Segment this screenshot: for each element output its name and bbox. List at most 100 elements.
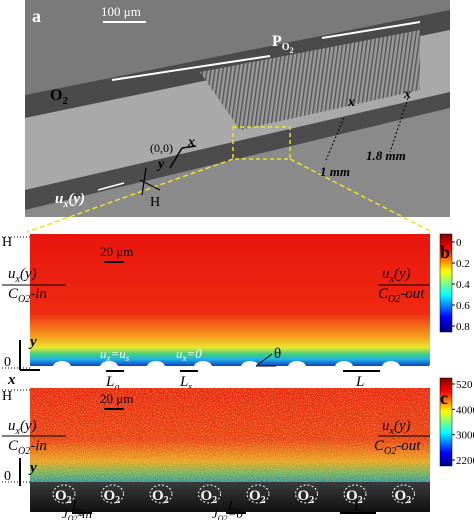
distance-line bbox=[389, 97, 409, 153]
colorbar-label: 520 bbox=[456, 379, 473, 391]
x-axis-label: x bbox=[7, 490, 16, 506]
marker: x bbox=[403, 87, 411, 102]
x-axis-label: x bbox=[187, 135, 195, 150]
slip-label: ux=us bbox=[100, 346, 130, 363]
text-part: 2 bbox=[290, 46, 294, 55]
zero-label: 0 bbox=[4, 469, 11, 484]
text-part: u bbox=[382, 418, 390, 434]
o2-label: O2 bbox=[104, 488, 121, 506]
text-part: -in bbox=[78, 506, 92, 520]
text-part: O2 bbox=[218, 514, 228, 520]
text-part: =0 bbox=[187, 346, 203, 361]
text-part: O bbox=[201, 488, 213, 504]
grating bbox=[200, 30, 420, 130]
bump bbox=[335, 361, 353, 367]
panel-b: 00.20.40.60.8 b 20 μm H 0 ux(y) CO2-in u… bbox=[2, 233, 470, 393]
text-part: P bbox=[272, 33, 282, 50]
colorbar-label: 2200 bbox=[456, 455, 474, 467]
colorbar-label: 0.8 bbox=[456, 321, 470, 333]
upper-surface bbox=[25, 0, 450, 95]
text-part: (y) bbox=[20, 266, 37, 282]
text-part: s bbox=[126, 353, 130, 363]
angle-label: θ bbox=[274, 346, 281, 362]
po2-label: PO2 bbox=[272, 33, 294, 55]
bump bbox=[100, 361, 118, 367]
text-part: 2 bbox=[309, 495, 314, 506]
text-part: x bbox=[15, 274, 21, 285]
bump bbox=[382, 361, 400, 367]
scale-line bbox=[321, 21, 421, 39]
concentration-field bbox=[30, 234, 430, 366]
period-label: L bbox=[353, 499, 362, 514]
colorbar bbox=[439, 377, 453, 467]
scale-line bbox=[111, 55, 271, 81]
bump bbox=[241, 361, 259, 367]
flow-label: ux(y) bbox=[55, 191, 85, 210]
text-part: O bbox=[152, 488, 164, 504]
text-part: (y) bbox=[394, 266, 411, 282]
text-part: O bbox=[395, 488, 407, 504]
text-part: s bbox=[236, 506, 240, 516]
angle-mark bbox=[255, 353, 276, 367]
text-part: O bbox=[282, 42, 290, 53]
y-axis-label: y bbox=[28, 334, 37, 350]
lower-surface bbox=[25, 108, 450, 217]
bubble bbox=[52, 484, 76, 504]
o2-label: O2 bbox=[55, 488, 72, 506]
solid-length-label: Ls bbox=[227, 499, 240, 516]
bump bbox=[53, 361, 71, 367]
o2-label: O2 bbox=[346, 488, 363, 506]
text-part: x bbox=[389, 426, 395, 437]
height-label: H bbox=[2, 235, 12, 250]
bubble bbox=[392, 484, 415, 504]
distance-label: 1 mm bbox=[320, 164, 350, 179]
sem-image: a 100 μm O2 PO2 (0,0) x y x x 1 mm 1.8 m… bbox=[25, 0, 450, 233]
colorbar-label: 0.6 bbox=[456, 300, 470, 312]
text-part: C bbox=[8, 286, 19, 302]
text-part: x bbox=[15, 426, 21, 437]
text-part: =u bbox=[111, 346, 127, 361]
scale-label: 20 μm bbox=[100, 391, 133, 406]
bubble bbox=[101, 484, 124, 504]
conc-out-label: CO2-out bbox=[374, 438, 421, 457]
text-part: O2 bbox=[18, 294, 30, 305]
panel-label: c bbox=[440, 388, 448, 408]
upper-wall bbox=[25, 10, 450, 118]
text-part: u bbox=[55, 191, 63, 207]
gas-length-label: Lg bbox=[105, 374, 119, 393]
text-part: L bbox=[179, 374, 188, 390]
bubble bbox=[246, 484, 270, 504]
period-label: L bbox=[355, 374, 364, 390]
distance-label: 1.8 mm bbox=[366, 148, 406, 163]
o2-label: O2 bbox=[249, 488, 266, 506]
y-axis-label: y bbox=[156, 157, 165, 172]
panel-label: b bbox=[440, 242, 450, 262]
text-part: g bbox=[80, 506, 85, 516]
bubble bbox=[295, 484, 318, 504]
text-part: =0 bbox=[228, 506, 244, 520]
text-part: C bbox=[374, 438, 385, 454]
flow-in-label: ux(y) bbox=[8, 418, 37, 437]
text-part: O2 bbox=[18, 446, 30, 457]
colorbar-label: 3000 bbox=[456, 430, 474, 442]
text-part: u bbox=[100, 346, 107, 361]
bump bbox=[288, 361, 306, 367]
o2-label: O2 bbox=[50, 87, 68, 107]
text-part: u bbox=[8, 266, 16, 282]
text-part: x bbox=[182, 353, 187, 363]
bubble bbox=[198, 484, 221, 504]
text-part: 2 bbox=[261, 495, 266, 506]
zero-label: 0 bbox=[4, 355, 11, 370]
conc-in-label: CO2-in bbox=[8, 286, 47, 305]
zoom-line bbox=[289, 158, 433, 233]
colorbar-label: 0.4 bbox=[456, 279, 470, 291]
origin-label: (0,0) bbox=[150, 141, 173, 155]
text-part: 2 bbox=[67, 495, 72, 506]
zoom-box bbox=[232, 126, 291, 160]
text-part: (y) bbox=[68, 191, 85, 207]
gas-layer bbox=[30, 482, 430, 512]
conc-in-label: CO2-in bbox=[8, 438, 47, 457]
colorbar-ticks: 0 0.2 0.4 0.6 0.8 bbox=[452, 237, 470, 333]
